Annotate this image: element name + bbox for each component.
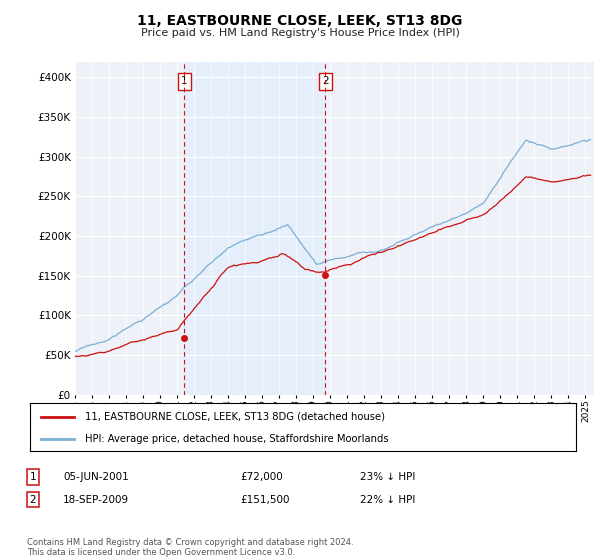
Text: 1: 1 <box>181 76 188 86</box>
Text: 23% ↓ HPI: 23% ↓ HPI <box>360 472 415 482</box>
Text: HPI: Average price, detached house, Staffordshire Moorlands: HPI: Average price, detached house, Staf… <box>85 434 388 444</box>
Text: 2: 2 <box>29 494 37 505</box>
Text: 05-JUN-2001: 05-JUN-2001 <box>63 472 129 482</box>
Text: 11, EASTBOURNE CLOSE, LEEK, ST13 8DG (detached house): 11, EASTBOURNE CLOSE, LEEK, ST13 8DG (de… <box>85 412 385 422</box>
Text: 11, EASTBOURNE CLOSE, LEEK, ST13 8DG: 11, EASTBOURNE CLOSE, LEEK, ST13 8DG <box>137 14 463 28</box>
Bar <box>184 62 325 395</box>
Text: Price paid vs. HM Land Registry's House Price Index (HPI): Price paid vs. HM Land Registry's House … <box>140 28 460 38</box>
Text: £72,000: £72,000 <box>240 472 283 482</box>
Text: 22% ↓ HPI: 22% ↓ HPI <box>360 494 415 505</box>
Text: 1: 1 <box>29 472 37 482</box>
Text: £151,500: £151,500 <box>240 494 290 505</box>
Text: 2: 2 <box>322 76 329 86</box>
Text: Contains HM Land Registry data © Crown copyright and database right 2024.
This d: Contains HM Land Registry data © Crown c… <box>27 538 353 557</box>
Text: 18-SEP-2009: 18-SEP-2009 <box>63 494 129 505</box>
